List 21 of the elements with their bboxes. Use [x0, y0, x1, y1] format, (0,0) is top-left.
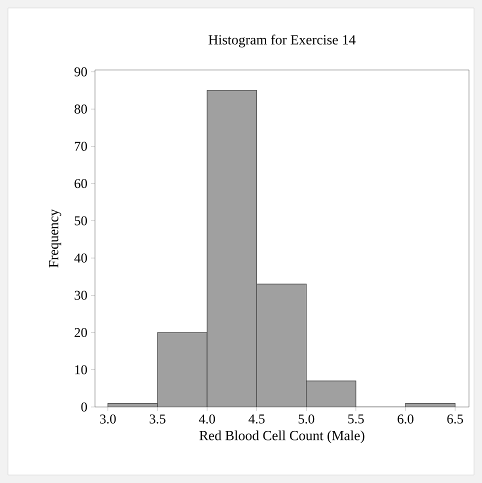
chart-title: Histogram for Exercise 14 — [208, 34, 356, 48]
y-tick-label: 10 — [75, 365, 87, 374]
y-tick-label: 30 — [74, 290, 87, 300]
x-tick-label: 5.0 — [298, 414, 314, 424]
x-tick-label: 6.5 — [447, 414, 463, 424]
x-tick-label: 4.0 — [198, 414, 215, 424]
x-tick-label: 4.5 — [248, 414, 265, 424]
y-tick-label: 90 — [74, 67, 87, 76]
x-axis-title: Red Blood Cell Count (Male) — [200, 430, 364, 444]
y-tick-label: 40 — [74, 253, 87, 263]
x-tick-label: 3.0 — [100, 414, 116, 424]
y-tick-label: 50 — [74, 216, 87, 226]
y-tick-label: 20 — [74, 328, 87, 338]
x-tick-label: 5.5 — [348, 414, 364, 424]
y-tick-label: 0 — [81, 402, 87, 412]
x-tick-label: 6.0 — [398, 414, 414, 424]
y-axis-title: Frequency — [49, 209, 62, 268]
y-tick-label: 60 — [74, 179, 87, 188]
x-tick-label: 3.5 — [150, 414, 166, 424]
y-tick-label: 80 — [74, 104, 87, 114]
y-tick-label: 70 — [74, 142, 87, 151]
